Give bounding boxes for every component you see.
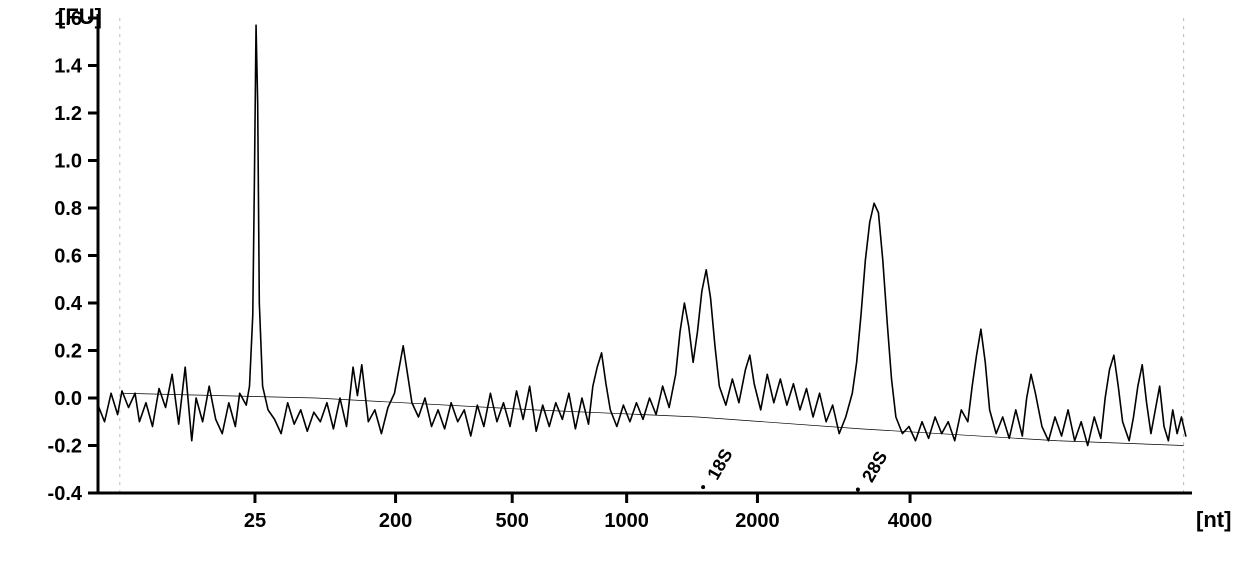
x-tick-label: 4000 [888,510,933,532]
x-tick-label: 2000 [735,510,780,532]
y-tick-label: 0.8 [54,198,82,220]
y-tick-label: -0.2 [48,436,82,458]
y-tick-label: 1.4 [54,56,83,78]
peak-dot [856,488,860,492]
peak-dot [701,485,705,489]
y-tick-label: 0.0 [54,388,82,410]
y-tick-label: 1.2 [54,103,82,125]
y-tick-label: 0.6 [54,246,82,268]
plot-background [0,0,1240,562]
electropherogram-chart: -0.4-0.20.00.20.40.60.81.01.21.41.625200… [0,0,1240,562]
y-axis-title: [FU] [58,4,102,29]
y-tick-label: -0.4 [48,483,83,505]
x-tick-label: 25 [244,510,266,532]
x-tick-label: 200 [379,510,412,532]
y-tick-label: 1.0 [54,151,82,173]
x-axis-title: [nt] [1196,507,1231,532]
x-tick-label: 500 [496,510,529,532]
y-tick-label: 0.4 [54,293,83,315]
y-tick-label: 0.2 [54,341,82,363]
chart-svg: -0.4-0.20.00.20.40.60.81.01.21.41.625200… [0,0,1240,562]
x-tick-label: 1000 [604,510,649,532]
